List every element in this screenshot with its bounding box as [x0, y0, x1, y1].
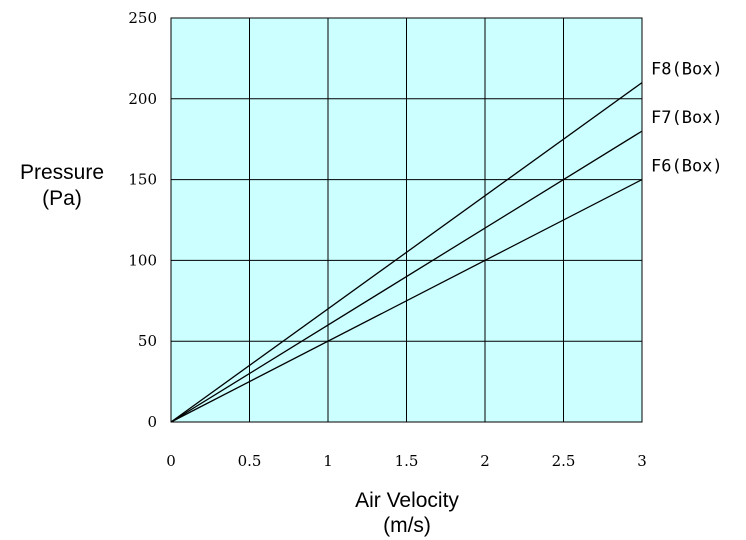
x-tick-label: 0: [166, 452, 176, 470]
y-tick-label: 150: [128, 171, 157, 189]
x-tick-label: 3: [637, 452, 647, 470]
series-line: [170, 179, 643, 423]
y-tick-label: 250: [128, 9, 157, 27]
y-axis-unit: (Pa): [42, 187, 82, 210]
y-tick-label: 0: [147, 413, 157, 431]
x-axis-unit: (m/s): [383, 514, 431, 537]
series-label: F8(Box): [651, 60, 723, 80]
y-tick-labels: 0 50 100 150 200 250: [128, 9, 157, 431]
series-label: F7(Box): [651, 108, 723, 128]
series-line: [170, 130, 643, 423]
y-tick-label: 50: [138, 332, 157, 350]
x-tick-label: 0.5: [238, 452, 262, 470]
grid-lines: [170, 17, 643, 423]
x-tick-label: 2.5: [552, 452, 576, 470]
x-tick-label: 2: [480, 452, 490, 470]
x-tick-label: 1: [323, 452, 333, 470]
series-lines: [170, 82, 643, 423]
y-tick-label: 100: [128, 251, 157, 269]
x-axis-label: Air Velocity: [355, 489, 459, 512]
y-axis-label: Pressure: [20, 161, 104, 184]
x-tick-label: 1.5: [395, 452, 419, 470]
y-tick-label: 200: [128, 90, 157, 108]
series-label: F6(Box): [651, 157, 723, 177]
series-labels: F8(Box) F7(Box) F6(Box): [651, 60, 723, 177]
series-line: [170, 82, 643, 423]
x-tick-labels: 0 0.5 1 1.5 2 2.5 3: [166, 452, 647, 470]
